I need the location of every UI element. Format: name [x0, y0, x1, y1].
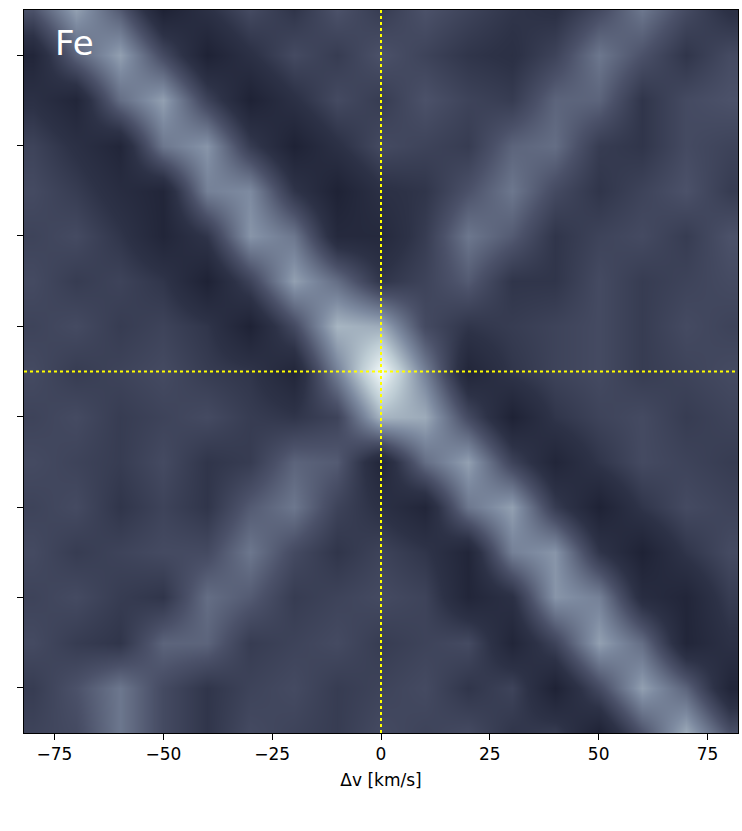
svg-text:25: 25: [479, 744, 501, 764]
svg-text:Δv [km/s]: Δv [km/s]: [340, 770, 421, 790]
svg-text:Fe: Fe: [55, 23, 94, 63]
svg-text:−25: −25: [254, 744, 290, 764]
svg-text:0: 0: [376, 744, 387, 764]
svg-text:75: 75: [697, 744, 719, 764]
svg-text:−50: −50: [145, 744, 181, 764]
svg-text:50: 50: [588, 744, 610, 764]
svg-text:−75: −75: [37, 744, 73, 764]
